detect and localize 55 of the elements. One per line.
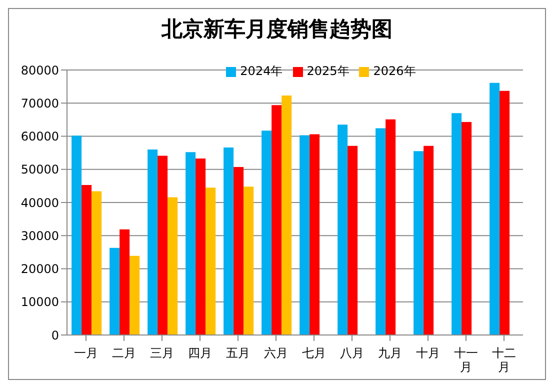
bar [82,184,92,335]
bar [282,96,292,335]
x-tick-label: 一月 [74,346,98,360]
y-tick-label: 0 [51,328,59,342]
bar [244,186,254,335]
legend-label: 2026年 [373,64,416,78]
bar [310,134,320,335]
y-tick-label: 60000 [20,130,59,144]
bar [272,105,282,335]
bar [120,229,130,335]
x-tick-label: 二月 [112,346,136,360]
x-tick-label: 四月 [188,346,212,360]
bar [300,135,310,335]
y-tick-label: 30000 [20,228,59,243]
y-tick-label: 80000 [20,63,59,78]
bar [224,148,234,335]
bar [158,156,168,335]
chart-title: 北京新车月度销售趋势图 [160,16,394,43]
bar [348,146,358,335]
bar [130,256,140,335]
bar [490,82,500,335]
bar [196,158,206,335]
bar [206,188,216,335]
bar [262,130,272,335]
x-tick-label: 九月 [378,346,402,360]
legend-label: 2024年 [240,64,283,78]
bar [92,191,102,335]
y-tick-label: 40000 [20,196,59,210]
bar [376,128,386,335]
bar [414,151,424,335]
bar [338,124,348,335]
bar [500,90,510,335]
bar [452,113,462,335]
y-tick-label: 10000 [20,295,59,310]
x-tick-label: 三月 [150,346,174,360]
x-tick-label: 八月 [340,346,364,360]
y-tick-label: 70000 [20,96,59,110]
x-tick-label: 十二月 [492,346,516,374]
y-tick-label: 20000 [20,262,59,276]
x-tick-label: 五月 [226,346,250,360]
bar [424,146,434,335]
x-tick-label: 十月 [416,346,440,360]
bar [72,136,82,335]
bar [186,152,196,335]
bar [386,119,396,335]
bar [462,122,472,335]
bar [168,197,178,335]
x-tick-label: 六月 [264,346,288,360]
y-tick-label: 50000 [20,162,59,177]
bar [148,150,158,335]
legend-label: 2025年 [306,64,350,78]
bar [234,167,244,335]
bar [110,248,120,335]
x-tick-label: 十一月 [454,346,478,374]
x-tick-label: 七月 [302,346,326,360]
